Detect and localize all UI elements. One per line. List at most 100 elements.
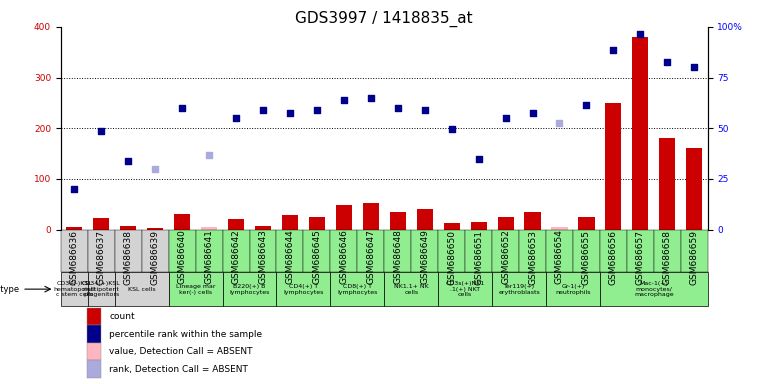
Bar <box>654 230 681 272</box>
Point <box>203 152 215 158</box>
Bar <box>498 217 514 230</box>
Bar <box>417 209 433 230</box>
Text: GSM686653: GSM686653 <box>528 230 537 285</box>
Text: GSM686644: GSM686644 <box>285 230 295 284</box>
Bar <box>309 217 325 230</box>
Point <box>499 115 511 121</box>
Text: percentile rank within the sample: percentile rank within the sample <box>110 330 263 339</box>
Text: Lineage mar
ker(-) cells: Lineage mar ker(-) cells <box>176 284 215 295</box>
Bar <box>88 230 115 272</box>
Text: GSM686650: GSM686650 <box>447 230 456 285</box>
Bar <box>87 325 101 343</box>
Bar <box>681 230 708 272</box>
Bar <box>196 230 223 272</box>
Bar <box>142 230 169 272</box>
Text: rank, Detection Call = ABSENT: rank, Detection Call = ABSENT <box>110 365 248 374</box>
Point <box>607 46 619 53</box>
Text: GSM686651: GSM686651 <box>474 230 483 285</box>
Text: Ter119(+)
erythroblasts: Ter119(+) erythroblasts <box>498 284 540 295</box>
Point <box>365 95 377 101</box>
Text: GSM686642: GSM686642 <box>231 230 240 284</box>
Bar <box>66 227 82 230</box>
Bar <box>115 272 169 306</box>
Text: GSM686652: GSM686652 <box>501 230 510 285</box>
Point <box>688 65 700 71</box>
Text: CD3s(+)NK1
.1(+) NKT
cells: CD3s(+)NK1 .1(+) NKT cells <box>445 281 485 298</box>
Bar <box>384 272 438 306</box>
Text: CD4(+) T
lymphocytes: CD4(+) T lymphocytes <box>283 284 323 295</box>
Bar <box>411 230 438 272</box>
Text: KSL cells: KSL cells <box>128 286 155 291</box>
Text: GSM686646: GSM686646 <box>339 230 349 285</box>
Point <box>95 127 107 134</box>
Bar <box>438 272 492 306</box>
Bar <box>61 230 88 272</box>
Bar <box>358 230 384 272</box>
Bar <box>228 219 244 230</box>
Bar <box>632 37 648 230</box>
Text: GSM686659: GSM686659 <box>689 230 699 285</box>
Bar <box>88 272 115 306</box>
Text: GSM686654: GSM686654 <box>555 230 564 285</box>
Bar <box>276 272 330 306</box>
Text: GSM686637: GSM686637 <box>97 230 106 285</box>
Bar <box>330 272 384 306</box>
Point <box>553 120 565 126</box>
Bar <box>336 205 352 230</box>
Text: GSM686641: GSM686641 <box>205 230 214 285</box>
Text: GSM686648: GSM686648 <box>393 230 403 285</box>
Bar <box>93 218 110 230</box>
Bar <box>276 230 304 272</box>
Bar <box>546 230 573 272</box>
Text: GSM686636: GSM686636 <box>70 230 79 285</box>
Bar <box>87 343 101 360</box>
Bar <box>222 272 276 306</box>
Bar <box>255 225 271 230</box>
Bar <box>492 230 519 272</box>
Point <box>446 126 458 132</box>
Text: GSM686639: GSM686639 <box>151 230 160 285</box>
Bar <box>627 230 654 272</box>
Bar <box>552 227 568 230</box>
Point <box>419 108 431 114</box>
Bar <box>600 272 708 306</box>
Bar <box>87 360 101 378</box>
Bar <box>465 230 492 272</box>
Text: GSM686647: GSM686647 <box>366 230 375 285</box>
Text: cell type: cell type <box>0 285 19 294</box>
Point <box>581 103 593 109</box>
Text: Mac-1(+)
monocytes/
macrophage: Mac-1(+) monocytes/ macrophage <box>634 281 673 298</box>
Point <box>527 110 539 116</box>
Bar <box>492 272 546 306</box>
Bar <box>605 103 622 230</box>
Text: GSM686649: GSM686649 <box>420 230 429 285</box>
Bar <box>87 308 101 325</box>
Bar <box>600 230 627 272</box>
Bar <box>438 230 465 272</box>
Bar <box>390 212 406 230</box>
Bar <box>686 149 702 230</box>
Text: GSM686658: GSM686658 <box>663 230 672 285</box>
Bar <box>578 217 594 230</box>
Text: GSM686655: GSM686655 <box>582 230 591 285</box>
Point <box>149 166 161 172</box>
Point <box>338 97 350 103</box>
Point <box>123 158 135 164</box>
Bar <box>363 203 379 230</box>
Bar <box>147 228 164 230</box>
Text: B220(+) B
lymphocytes: B220(+) B lymphocytes <box>229 284 269 295</box>
Text: value, Detection Call = ABSENT: value, Detection Call = ABSENT <box>110 348 253 356</box>
Point <box>392 105 404 111</box>
Bar <box>304 230 330 272</box>
Bar <box>573 230 600 272</box>
Bar <box>169 230 196 272</box>
Bar <box>524 212 540 230</box>
Text: Gr-1(+)
neutrophils: Gr-1(+) neutrophils <box>556 284 591 295</box>
Text: CD34(-)KSL
hematopoieti
c stem cells: CD34(-)KSL hematopoieti c stem cells <box>53 281 95 298</box>
Point <box>284 110 296 116</box>
Bar <box>659 138 676 230</box>
Bar <box>444 223 460 230</box>
Text: GSM686640: GSM686640 <box>177 230 186 285</box>
Bar <box>174 214 190 230</box>
Point <box>473 156 485 162</box>
